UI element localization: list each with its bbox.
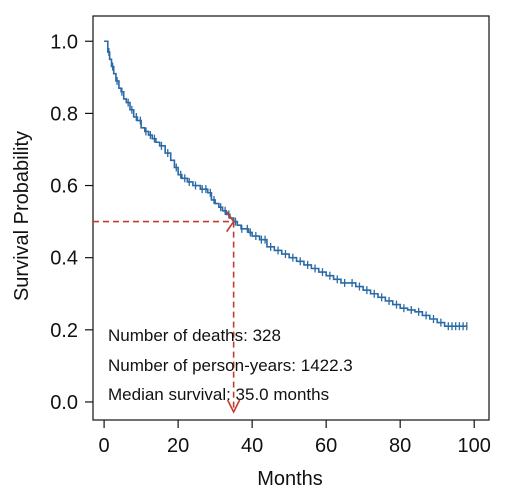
x-tick-label: 60 xyxy=(315,435,337,457)
x-tick-label: 40 xyxy=(241,435,263,457)
survival-step-curve xyxy=(104,40,467,328)
annotation-median-survival: Median survival: 35.0 months xyxy=(108,385,329,404)
y-tick-label: 0.6 xyxy=(50,176,78,198)
text-layer: Months Survival Probability Number of de… xyxy=(11,131,353,490)
x-tick-label: 80 xyxy=(389,435,411,457)
y-tick-label: 1.0 xyxy=(50,31,78,53)
x-axis-label: Months xyxy=(257,468,323,490)
plot-area xyxy=(92,15,490,421)
x-tick-label: 100 xyxy=(458,435,491,457)
annotation-deaths: Number of deaths: 328 xyxy=(108,326,281,345)
x-tick-label: 0 xyxy=(99,435,110,457)
y-tick-label: 0.0 xyxy=(50,392,78,414)
y-tick-label: 0.2 xyxy=(50,320,78,342)
x-tick-label: 20 xyxy=(167,435,189,457)
median-vertical-arrowhead xyxy=(226,399,241,414)
y-tick-label: 0.4 xyxy=(50,248,78,270)
plot-frame xyxy=(92,15,490,421)
ticks-layer: 0 20 40 60 80 100 0.0 0.2 0.4 0.6 0.8 1.0 xyxy=(50,31,491,457)
median-horizontal-arrowhead xyxy=(225,211,235,233)
y-tick-label: 0.8 xyxy=(50,103,78,125)
annotation-person-years: Number of person-years: 1422.3 xyxy=(108,356,353,375)
y-axis-label: Survival Probability xyxy=(11,131,33,301)
